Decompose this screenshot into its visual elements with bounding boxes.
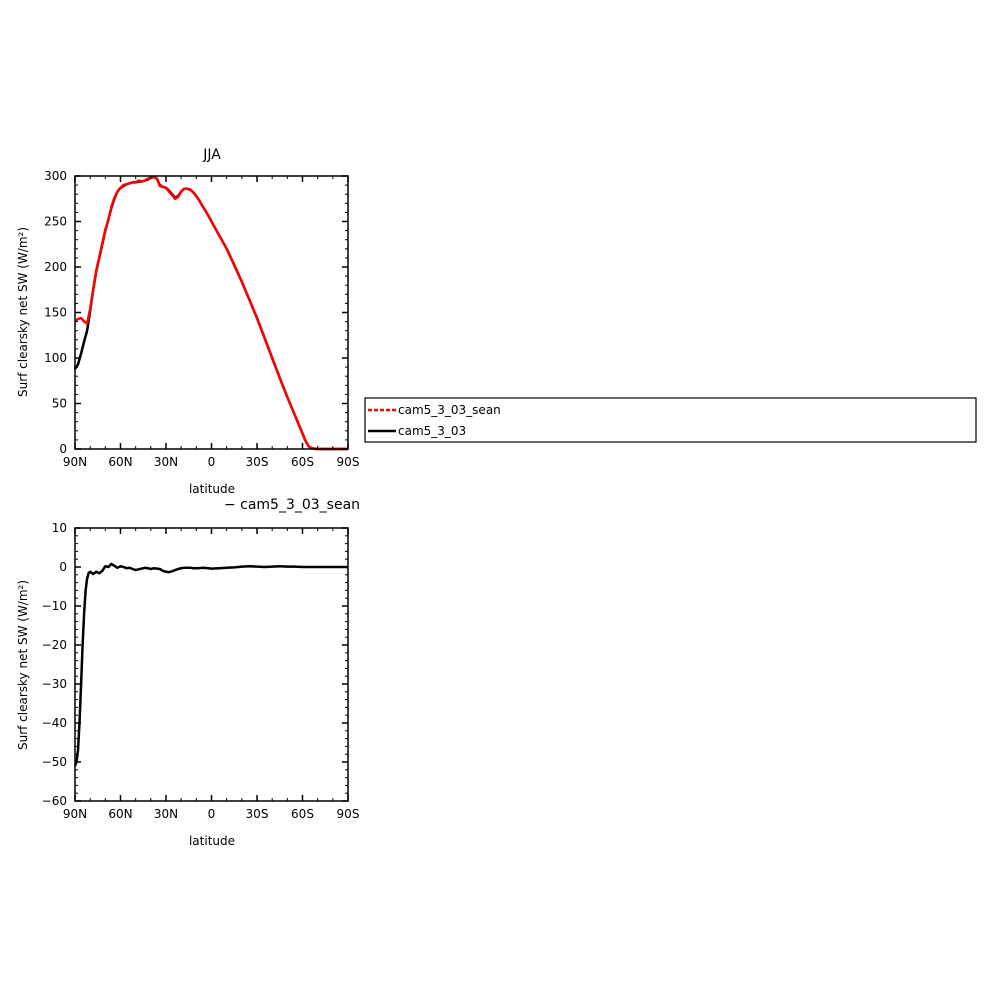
top-y-tick-label: 0 bbox=[59, 442, 67, 456]
bottom-chart-title: − cam5_3_03_sean bbox=[224, 497, 360, 513]
top-plot-frame bbox=[74, 175, 349, 450]
legend-label-cam5-3-03-sean: cam5_3_03_sean bbox=[398, 403, 501, 417]
top-x-tick-label: 30S bbox=[246, 455, 269, 469]
top-x-tick-label: 90N bbox=[63, 455, 87, 469]
bottom-y-tick-label: −40 bbox=[42, 716, 67, 730]
legend-box bbox=[364, 397, 977, 443]
bottom-x-tick-label: 90N bbox=[63, 807, 87, 821]
bottom-y-tick-label: −30 bbox=[42, 677, 67, 691]
top-x-tick-label: 30N bbox=[154, 455, 178, 469]
bottom-x-tick-label: 0 bbox=[208, 807, 216, 821]
top-y-tick-label: 150 bbox=[44, 306, 67, 320]
legend: cam5_3_03_sean cam5_3_03 bbox=[364, 397, 977, 443]
bottom-chart-panel: − cam5_3_03_sean Surf clearsky net SW (W… bbox=[16, 497, 360, 848]
top-series-line-cam5-3-03 bbox=[73, 175, 348, 451]
top-x-tick-label: 60N bbox=[108, 455, 132, 469]
top-chart-title: JJA bbox=[202, 147, 221, 163]
bottom-y-tick-label: −10 bbox=[42, 599, 67, 613]
bottom-y-tick-label: 0 bbox=[59, 560, 67, 574]
bottom-y-tick-label: 10 bbox=[52, 521, 67, 535]
top-plot-area: 90N 60N 30N 0 30S 60S 90S 0 50 100 150 200 250 300 bbox=[44, 169, 359, 469]
top-x-tick-label: 0 bbox=[208, 455, 216, 469]
top-y-tick-label: 250 bbox=[44, 215, 67, 229]
bottom-x-tick-label: 60S bbox=[291, 807, 314, 821]
bottom-y-tick-label: −50 bbox=[42, 755, 67, 769]
top-y-tick-label: 200 bbox=[44, 260, 67, 274]
top-chart-panel: JJA Surf clearsky net SW (W/m²) latitude… bbox=[16, 147, 359, 496]
bottom-x-tick-label: 30N bbox=[154, 807, 178, 821]
top-chart-ylabel: Surf clearsky net SW (W/m²) bbox=[16, 227, 30, 397]
top-y-tick-label: 300 bbox=[44, 169, 67, 183]
legend-label-cam5-3-03: cam5_3_03 bbox=[398, 424, 466, 438]
bottom-x-tick-label: 60N bbox=[108, 807, 132, 821]
top-chart-xlabel: latitude bbox=[189, 482, 235, 496]
top-y-tick-label: 50 bbox=[52, 397, 67, 411]
bottom-y-tick-label: −20 bbox=[42, 638, 67, 652]
top-x-tick-label: 90S bbox=[337, 455, 360, 469]
bottom-chart-xlabel: latitude bbox=[189, 834, 235, 848]
top-series-line-cam5-3-03-sean bbox=[74, 175, 348, 451]
bottom-chart-ylabel: Surf clearsky net SW (W/m²) bbox=[16, 580, 30, 750]
top-x-tick-label: 60S bbox=[291, 455, 314, 469]
bottom-plot-area: 90N 60N 30N 0 30S 60S 90S 10 0 −10 −20 −30 −40 −50 −60 bbox=[42, 521, 360, 821]
bottom-x-tick-label: 30S bbox=[246, 807, 269, 821]
bottom-y-tick-label: −60 bbox=[42, 794, 67, 808]
bottom-x-tick-label: 90S bbox=[337, 807, 360, 821]
top-y-tick-label: 100 bbox=[44, 351, 67, 365]
bottom-series-line-difference bbox=[73, 562, 348, 767]
